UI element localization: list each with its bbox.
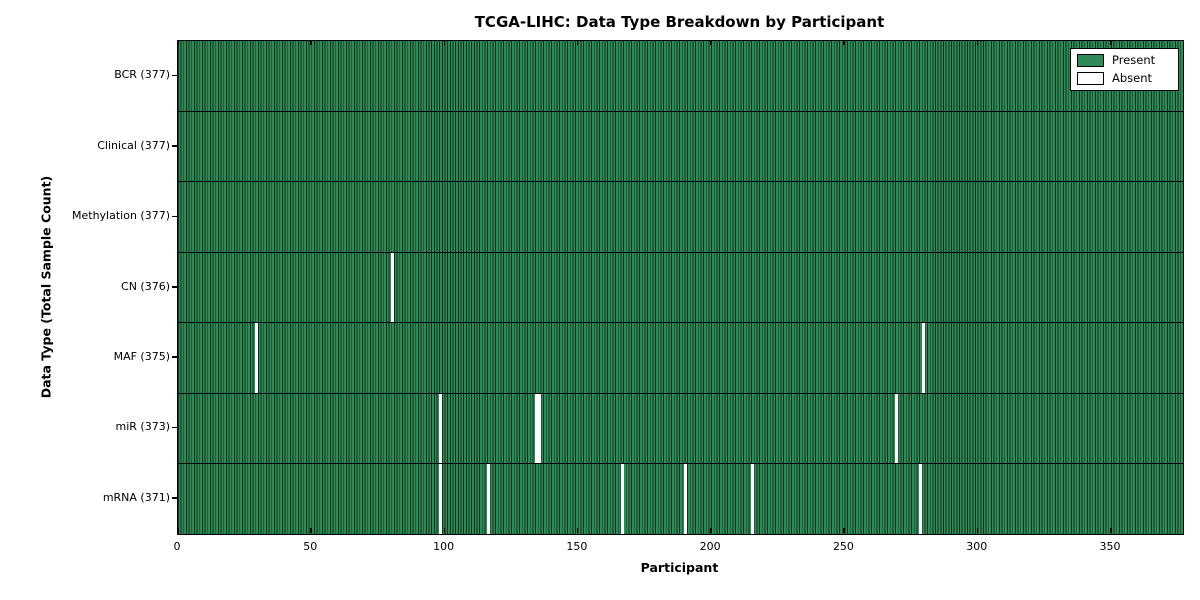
xtick-label-0: 0 — [173, 540, 181, 553]
xtick-mark-top — [710, 40, 712, 45]
absent-gap-MAF-279 — [921, 323, 925, 393]
ytick-mark — [172, 356, 177, 358]
xtick-mark-bottom — [443, 528, 446, 533]
ytick-label-CN: CN (376) — [121, 279, 170, 293]
ytick-mark — [172, 74, 177, 77]
ytick-label-Methylation: Methylation (377) — [72, 209, 170, 223]
absent-gap-mRNA-215 — [751, 464, 755, 535]
absent-gap-MAF-29 — [255, 323, 259, 393]
absent-gap-miR-98 — [439, 393, 443, 464]
legend-entry-present: Present — [1077, 54, 1172, 67]
xtick-mark-bottom — [177, 528, 179, 533]
presence-matrix — [178, 41, 1183, 535]
xtick-mark-bottom — [1110, 528, 1112, 533]
xtick-mark-top — [576, 40, 579, 45]
ytick-mark — [172, 145, 177, 147]
xtick-mark-bottom — [576, 528, 579, 533]
ytick-label-BCR: BCR (377) — [114, 68, 170, 82]
xtick-mark-top — [976, 40, 979, 45]
absent-gap-mRNA-278 — [919, 464, 923, 535]
absent-gap-miR-135 — [537, 393, 541, 464]
ytick-label-mRNA: mRNA (371) — [102, 490, 170, 504]
xtick-label-50: 50 — [303, 540, 318, 553]
absent-swatch — [1077, 72, 1104, 85]
legend: Present Absent — [1070, 48, 1179, 91]
row-Methylation — [178, 181, 1183, 252]
xtick-label-300: 300 — [966, 540, 988, 553]
xtick-mark-top — [843, 40, 845, 45]
row-Clinical — [178, 110, 1183, 182]
xtick-mark-top — [177, 40, 179, 45]
chart-title: TCGA-LIHC: Data Type Breakdown by Partic… — [474, 13, 885, 31]
xtick-label-100: 100 — [433, 540, 455, 553]
ytick-mark — [172, 426, 177, 429]
absent-gap-CN-80 — [391, 252, 395, 323]
x-axis-tick-labels: 0 50 100 150 200 250 300 350 — [173, 540, 1182, 556]
xtick-label-250: 250 — [832, 540, 854, 553]
ytick-mark — [172, 286, 177, 288]
row-CN — [178, 251, 1183, 323]
xtick-mark-top — [443, 40, 446, 45]
xtick-mark-bottom — [976, 528, 979, 533]
xtick-mark-top — [310, 40, 312, 45]
xtick-mark-bottom — [843, 528, 845, 533]
xtick-label-150: 150 — [566, 540, 588, 553]
legend-entry-absent: Absent — [1077, 72, 1172, 85]
row-mRNA — [178, 463, 1183, 535]
xtick-label-200: 200 — [699, 540, 721, 553]
absent-gap-miR-269 — [895, 393, 899, 464]
row-miR — [178, 392, 1183, 464]
ytick-mark — [172, 215, 177, 218]
xtick-mark-bottom — [310, 528, 312, 533]
ytick-mark — [172, 497, 177, 499]
absent-gap-mRNA-166 — [620, 464, 624, 535]
absent-gap-mRNA-116 — [487, 464, 491, 535]
present-swatch — [1077, 54, 1104, 67]
xtick-mark-top — [1110, 40, 1112, 45]
legend-label-absent: Absent — [1112, 71, 1153, 85]
ytick-label-MAF: MAF (375) — [113, 349, 170, 363]
ytick-label-Clinical: Clinical (377) — [97, 138, 170, 152]
absent-gap-miR-134 — [535, 393, 539, 464]
xtick-label-350: 350 — [1099, 540, 1121, 553]
absent-gap-mRNA-190 — [684, 464, 688, 535]
row-BCR — [178, 41, 1183, 111]
row-MAF — [178, 322, 1183, 393]
absent-gap-mRNA-98 — [439, 464, 443, 535]
ytick-label-miR: miR (373) — [115, 420, 171, 434]
xtick-mark-bottom — [710, 528, 712, 533]
legend-label-present: Present — [1112, 53, 1156, 67]
x-axis-label: Participant — [640, 560, 719, 575]
plot-area: Present Absent — [177, 40, 1184, 535]
